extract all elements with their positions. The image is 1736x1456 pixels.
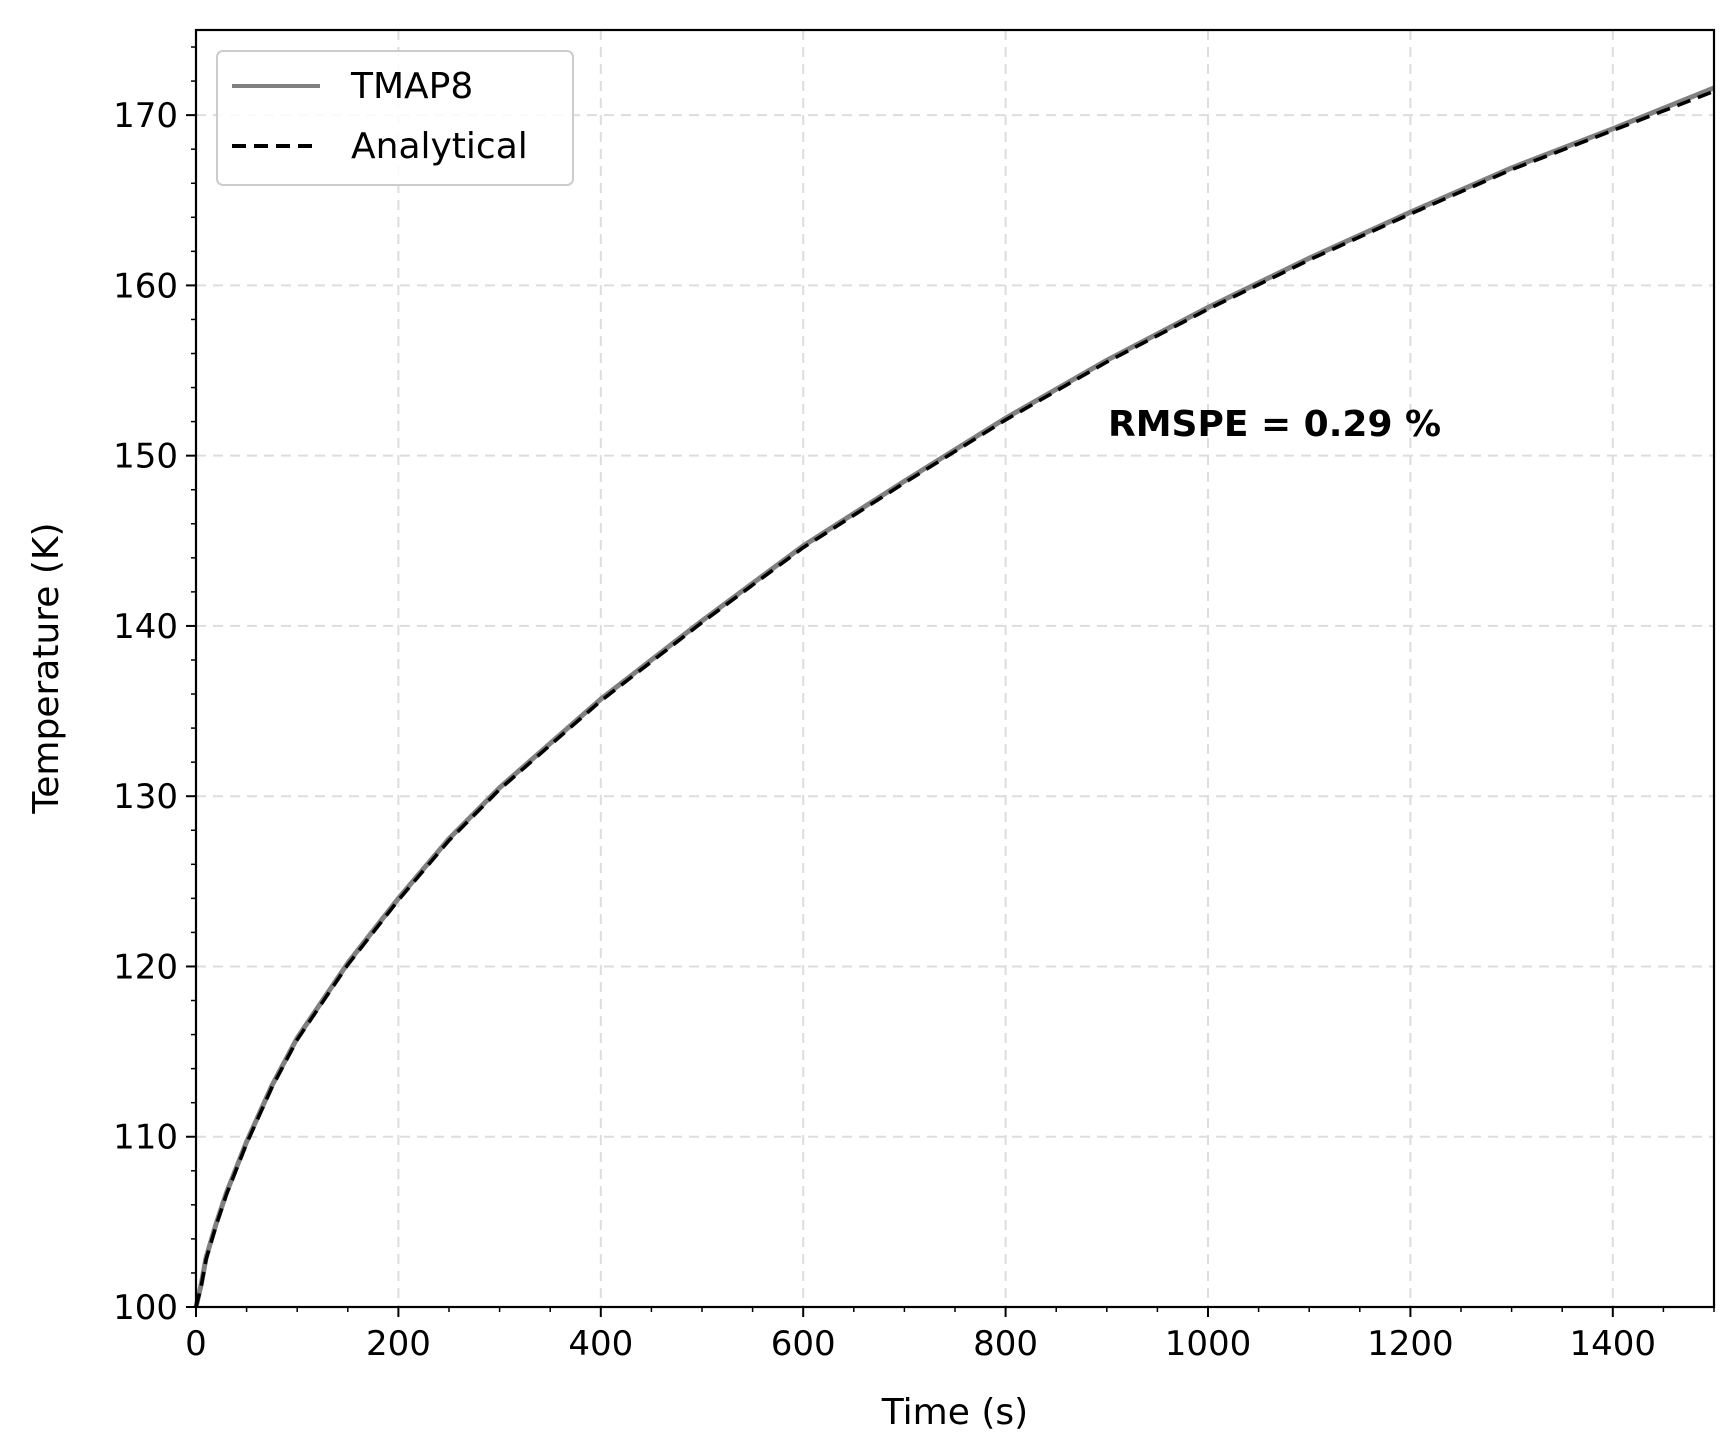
y-axis-label: Temperature (K) bbox=[26, 522, 67, 814]
x-tick-label: 0 bbox=[185, 1324, 207, 1364]
x-tick-label: 1000 bbox=[1165, 1324, 1252, 1364]
y-tick-label: 110 bbox=[113, 1118, 178, 1158]
y-tick-label: 140 bbox=[113, 607, 178, 647]
x-tick-label: 1200 bbox=[1367, 1324, 1454, 1364]
ticks: 0 200 400 600 800 1000 1200 1400 100 110 120 130 140… bbox=[113, 46, 1715, 1364]
y-tick-label: 130 bbox=[113, 777, 178, 817]
y-tick-label: 160 bbox=[113, 266, 178, 306]
x-tick-label: 400 bbox=[568, 1324, 633, 1364]
y-tick-label: 120 bbox=[113, 947, 178, 987]
legend-label-tmap8: TMAP8 bbox=[350, 66, 473, 107]
grid bbox=[196, 30, 1714, 1307]
y-tick-label: 150 bbox=[113, 437, 178, 477]
x-axis-label: Time (s) bbox=[881, 1392, 1028, 1433]
series-line-analytical bbox=[194, 89, 1715, 1308]
x-tick-label: 200 bbox=[366, 1324, 431, 1364]
legend-label-analytical: Analytical bbox=[351, 126, 528, 167]
rmspe-annotation: RMSPE = 0.29 % bbox=[1108, 404, 1441, 445]
series-layer bbox=[193, 85, 1715, 1308]
x-tick-label: 600 bbox=[771, 1324, 836, 1364]
y-tick-label: 100 bbox=[113, 1288, 178, 1328]
x-tick-label: 800 bbox=[973, 1324, 1038, 1364]
x-tick-label: 1400 bbox=[1570, 1324, 1657, 1364]
y-tick-label: 170 bbox=[113, 96, 178, 136]
legend: TMAP8 Analytical bbox=[216, 50, 574, 186]
